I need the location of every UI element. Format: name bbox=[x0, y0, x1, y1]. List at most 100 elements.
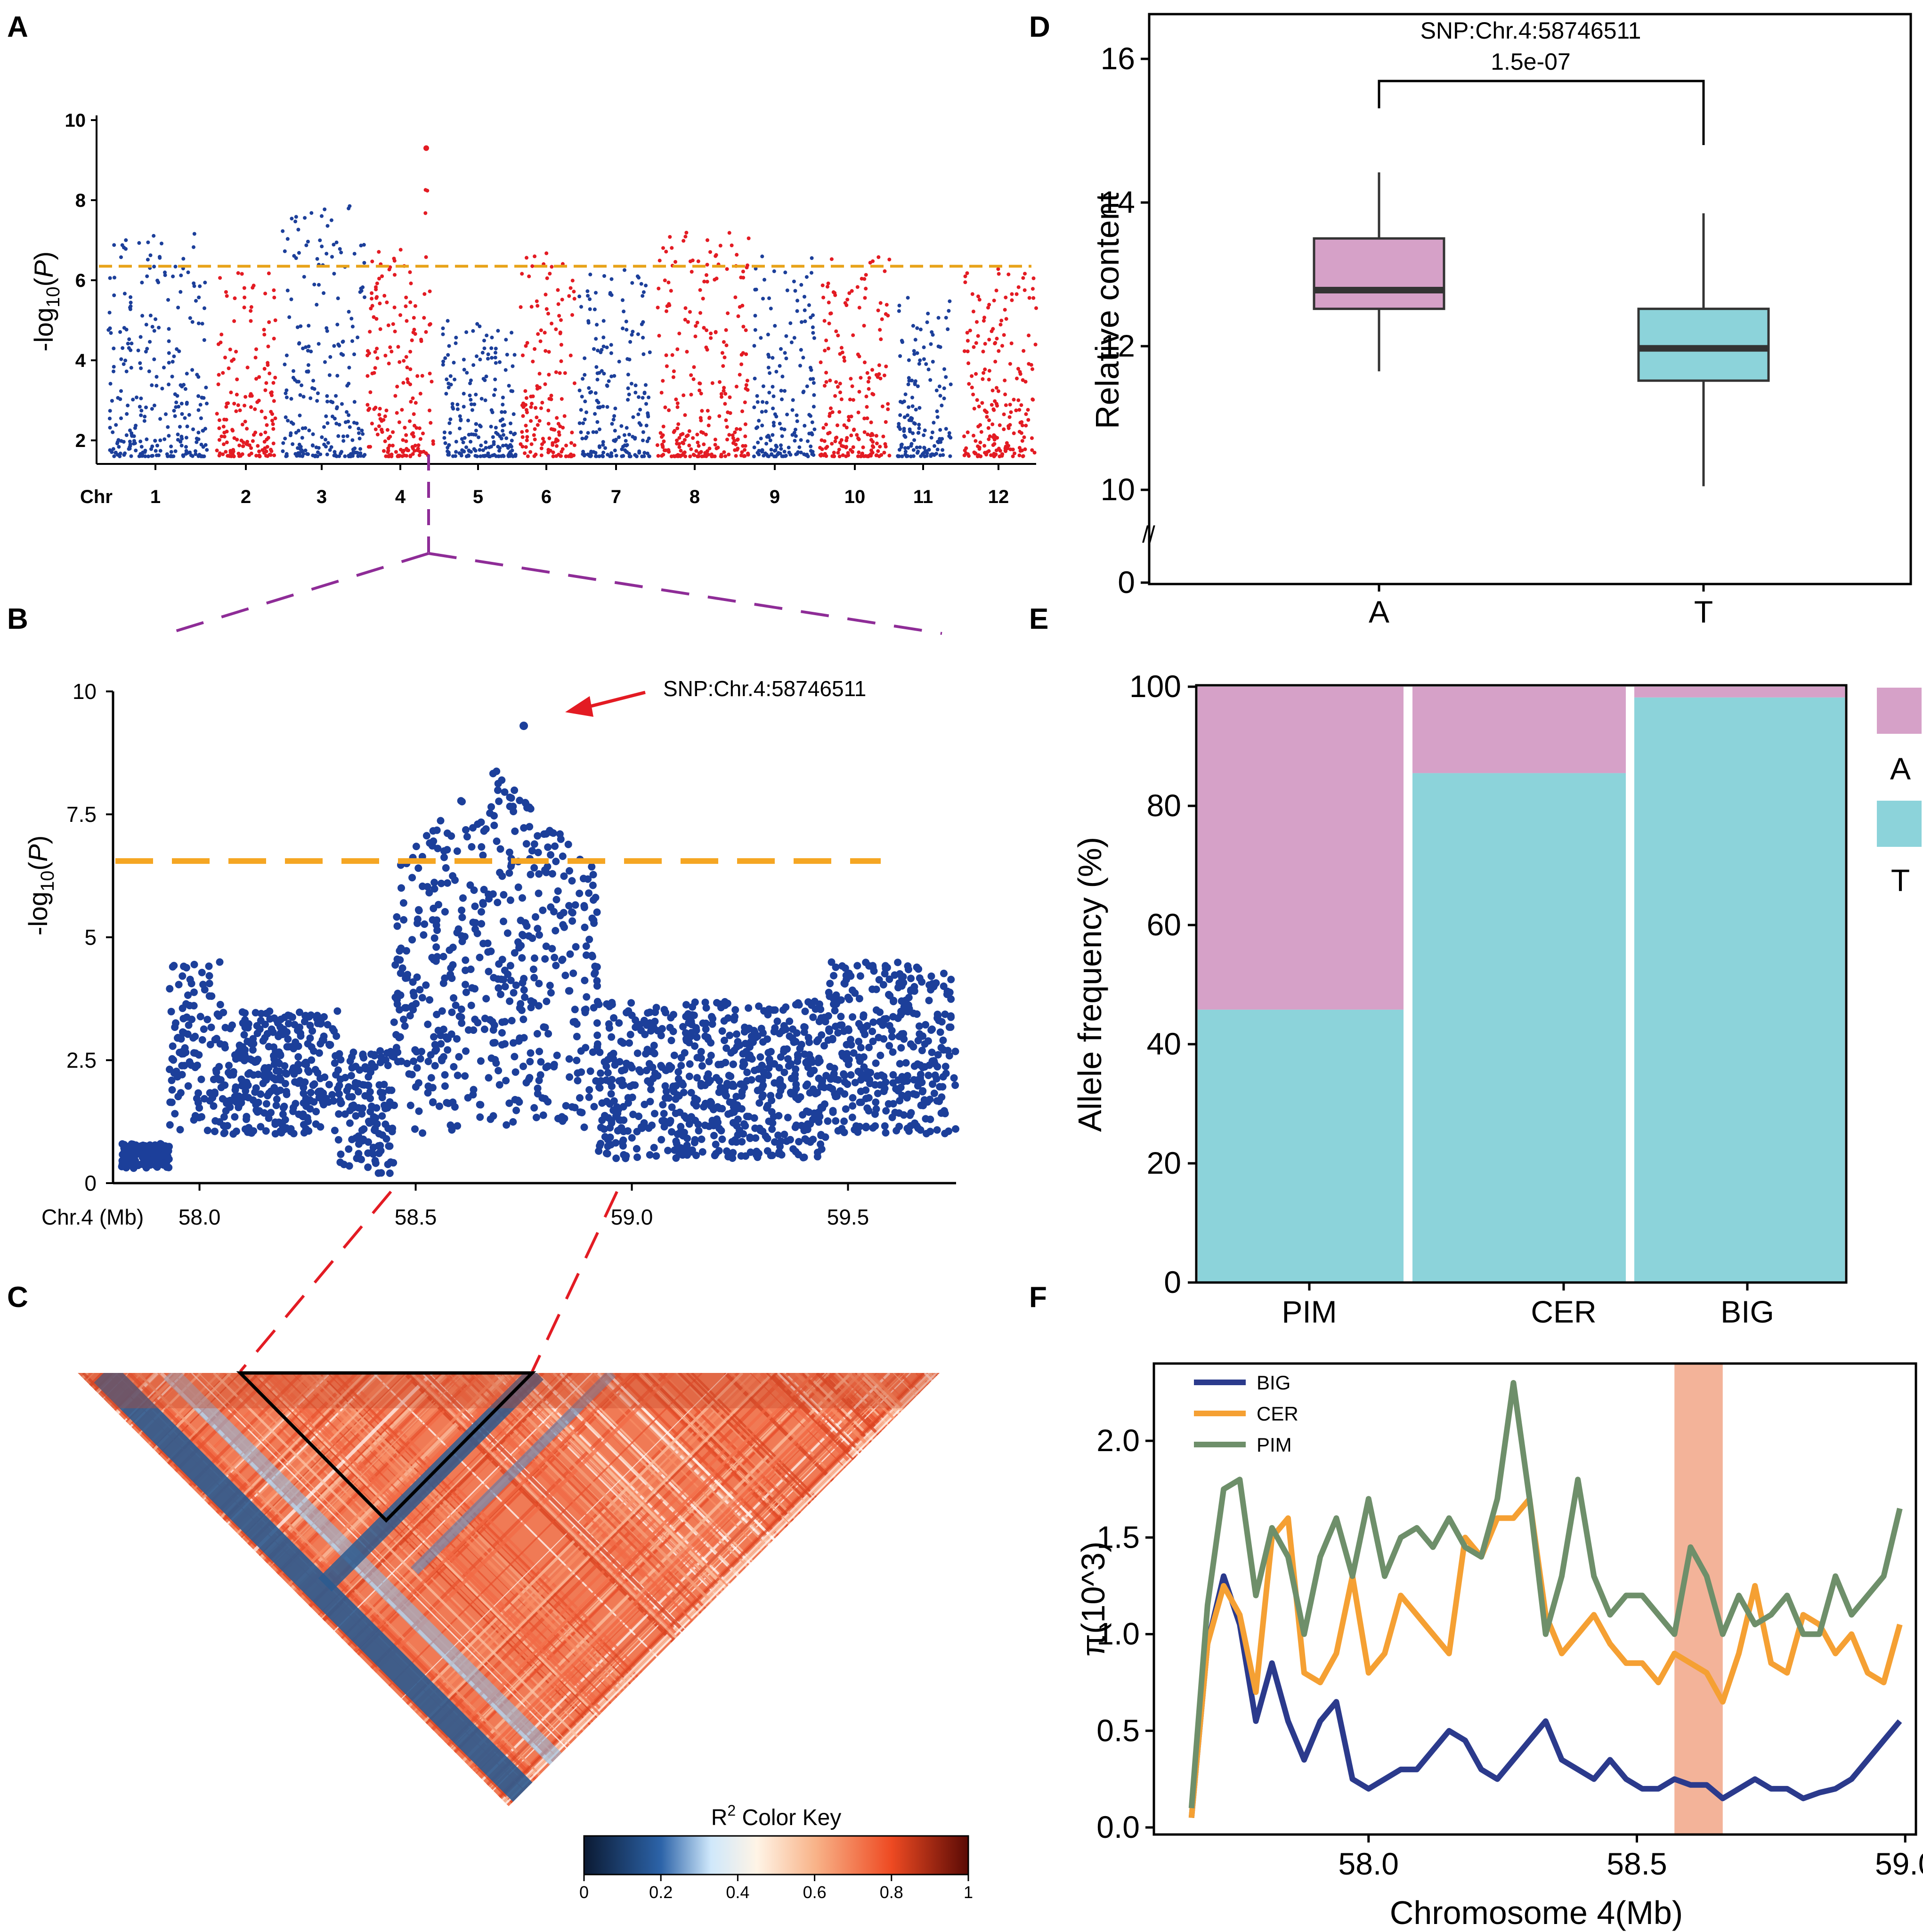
diversity-frame bbox=[1152, 1362, 1917, 1836]
box-T bbox=[1637, 213, 1770, 487]
panel-label-f: F bbox=[1029, 1281, 1047, 1314]
allele-frequency-bars: 0 20 40 60 80 100 PIM CER BIG Allele frequency … bbox=[1071, 669, 1922, 1329]
line-BIG bbox=[1188, 1573, 1902, 1818]
manhattan-chr-label-3: 3 bbox=[316, 487, 327, 507]
lead-snp-label: SNP:Chr.4:58746511 bbox=[663, 676, 866, 701]
manhattan-chr-12-points bbox=[962, 267, 1038, 458]
zoom-lines-a-to-b bbox=[160, 455, 942, 637]
manhattan-chr-9-points bbox=[752, 254, 817, 458]
panel-label-c: C bbox=[7, 1281, 28, 1314]
manhattan-chr-label-11: 11 bbox=[913, 487, 933, 507]
diversity-xlabel: Chromosome 4(Mb) bbox=[1390, 1894, 1683, 1931]
manhattan-chr-10-points bbox=[818, 255, 892, 458]
colorkey-tick-1: 1 bbox=[964, 1883, 973, 1902]
boxplot-xtick-T: T bbox=[1694, 594, 1713, 629]
panel-label-b: B bbox=[7, 603, 28, 635]
manhattan-chr-5-points bbox=[441, 319, 518, 458]
boxplot-ytick-12: 12 bbox=[1101, 328, 1135, 363]
manhattan-chr-6-points bbox=[519, 251, 576, 458]
manhattan-chr-label-10: 10 bbox=[844, 487, 866, 507]
regional-ytick-10: 10 bbox=[73, 679, 97, 704]
bar-PIM bbox=[1198, 687, 1404, 1283]
diversity-xtick-58.5: 58.5 bbox=[1607, 1846, 1667, 1881]
regional-ytick-0: 0 bbox=[84, 1171, 97, 1195]
boxplot-break-mark: // bbox=[1142, 521, 1155, 548]
legend-swatch-a bbox=[1877, 688, 1922, 734]
diversity-ytick-0.0: 0.0 bbox=[1096, 1810, 1140, 1844]
diversity-ytick-1.5: 1.5 bbox=[1096, 1519, 1140, 1554]
colorkey-tick-0.8: 0.8 bbox=[880, 1883, 903, 1902]
bar-CER-a bbox=[1412, 687, 1626, 773]
legend-label-CER: CER bbox=[1257, 1403, 1298, 1425]
regional-ytick-5: 5 bbox=[84, 925, 97, 950]
regional-points bbox=[118, 722, 959, 1177]
regional-xtick-59.0: 59.0 bbox=[611, 1205, 653, 1229]
manhattan-ytick-6: 6 bbox=[75, 270, 86, 291]
allele-boxplot: 0 10 12 14 16 A T Relative content // SNP:Chr… bbox=[1089, 13, 1912, 629]
diversity-ytick-0.5: 0.5 bbox=[1096, 1713, 1140, 1748]
boxplot-ytick-14: 14 bbox=[1101, 185, 1135, 219]
regional-ytick-7.5: 7.5 bbox=[66, 802, 97, 827]
boxplot-snp-label: SNP:Chr.4:58746511 bbox=[1420, 17, 1641, 44]
boxplot-frame bbox=[1148, 13, 1912, 585]
manhattan-chr-label-2: 2 bbox=[241, 487, 251, 507]
legend-label-a: A bbox=[1890, 751, 1911, 786]
bar-ytick-0: 0 bbox=[1164, 1265, 1181, 1299]
regional-lead-snp-point bbox=[519, 722, 528, 731]
bar-xtick-PIM: PIM bbox=[1282, 1294, 1337, 1329]
manhattan-chr-1-points bbox=[106, 232, 209, 458]
nucleotide-diversity-plot: 0.0 0.5 1.0 1.5 2.0 58.0 58.5 59.0 π(10^3) Chr… bbox=[1075, 1362, 1923, 1931]
manhattan-ytick-8: 8 bbox=[75, 190, 86, 211]
bar-ytick-100: 100 bbox=[1129, 669, 1181, 704]
panel-label-e: E bbox=[1029, 603, 1048, 635]
diversity-ylabel: π(10^3) bbox=[1075, 1542, 1112, 1657]
bar-PIM-t bbox=[1198, 1009, 1404, 1283]
manhattan-ytick-10: 10 bbox=[65, 110, 86, 131]
manhattan-chr-label-7: 7 bbox=[611, 487, 621, 507]
zoom-lines-b-to-c bbox=[239, 1191, 618, 1372]
diversity-legend: BIG CER PIM bbox=[1194, 1372, 1298, 1456]
manhattan-chr-label-6: 6 bbox=[541, 487, 552, 507]
bar-ytick-80: 80 bbox=[1147, 788, 1181, 823]
colorkey-tick-0.4: 0.4 bbox=[726, 1883, 749, 1902]
manhattan-ytick-2: 2 bbox=[75, 430, 86, 451]
bar-CER bbox=[1412, 687, 1626, 1283]
regional-ytick-2.5: 2.5 bbox=[66, 1048, 97, 1072]
colorkey-tick-0.6: 0.6 bbox=[803, 1883, 827, 1902]
boxplot-ytick-0: 0 bbox=[1118, 565, 1135, 600]
bar-ytick-60: 60 bbox=[1147, 907, 1181, 942]
bar-ytick-40: 40 bbox=[1147, 1026, 1181, 1061]
manhattan-chr-label: Chr bbox=[80, 487, 113, 507]
boxplot-ylabel: Relative content bbox=[1089, 193, 1126, 429]
legend-label-PIM: PIM bbox=[1257, 1434, 1292, 1456]
manhattan-chr-label-5: 5 bbox=[473, 487, 483, 507]
lead-snp-arrowhead bbox=[565, 696, 593, 717]
line-PIM bbox=[1188, 1380, 1903, 1809]
manhattan-chr-label-8: 8 bbox=[690, 487, 700, 507]
significance-bracket bbox=[1378, 80, 1705, 145]
manhattan-chr-label-4: 4 bbox=[395, 487, 406, 507]
panel-label-a: A bbox=[7, 11, 28, 43]
regional-association-plot: 02.557.510 58.0 58.5 59.0 59.5 Chr.4 (Mb) -… bbox=[23, 676, 959, 1229]
diversity-xtick-58.0: 58.0 bbox=[1339, 1846, 1399, 1881]
bar-frame bbox=[1195, 684, 1848, 1284]
colorkey-tick-0: 0 bbox=[579, 1883, 589, 1902]
bar-ytick-20: 20 bbox=[1147, 1145, 1181, 1180]
manhattan-chr-label-1: 1 bbox=[150, 487, 161, 507]
diversity-xtick-59.0: 59.0 bbox=[1875, 1846, 1923, 1881]
regional-xlabel: Chr.4 (Mb) bbox=[41, 1205, 144, 1229]
manhattan-chr-label-9: 9 bbox=[770, 487, 780, 507]
manhattan-chr-3-points bbox=[281, 204, 367, 458]
bar-xtick-CER: CER bbox=[1531, 1294, 1596, 1329]
diversity-ytick-1.0: 1.0 bbox=[1096, 1616, 1140, 1651]
bar-PIM-a bbox=[1198, 687, 1404, 1010]
bar-CER-t bbox=[1412, 773, 1626, 1283]
box-A bbox=[1313, 172, 1445, 372]
manhattan-chr-11-points bbox=[896, 296, 953, 458]
boxplot-ytick-10: 10 bbox=[1101, 472, 1135, 507]
bar-BIG-a bbox=[1634, 687, 1845, 698]
bar-BIG-t bbox=[1634, 697, 1845, 1283]
legend-label-BIG: BIG bbox=[1257, 1372, 1290, 1394]
